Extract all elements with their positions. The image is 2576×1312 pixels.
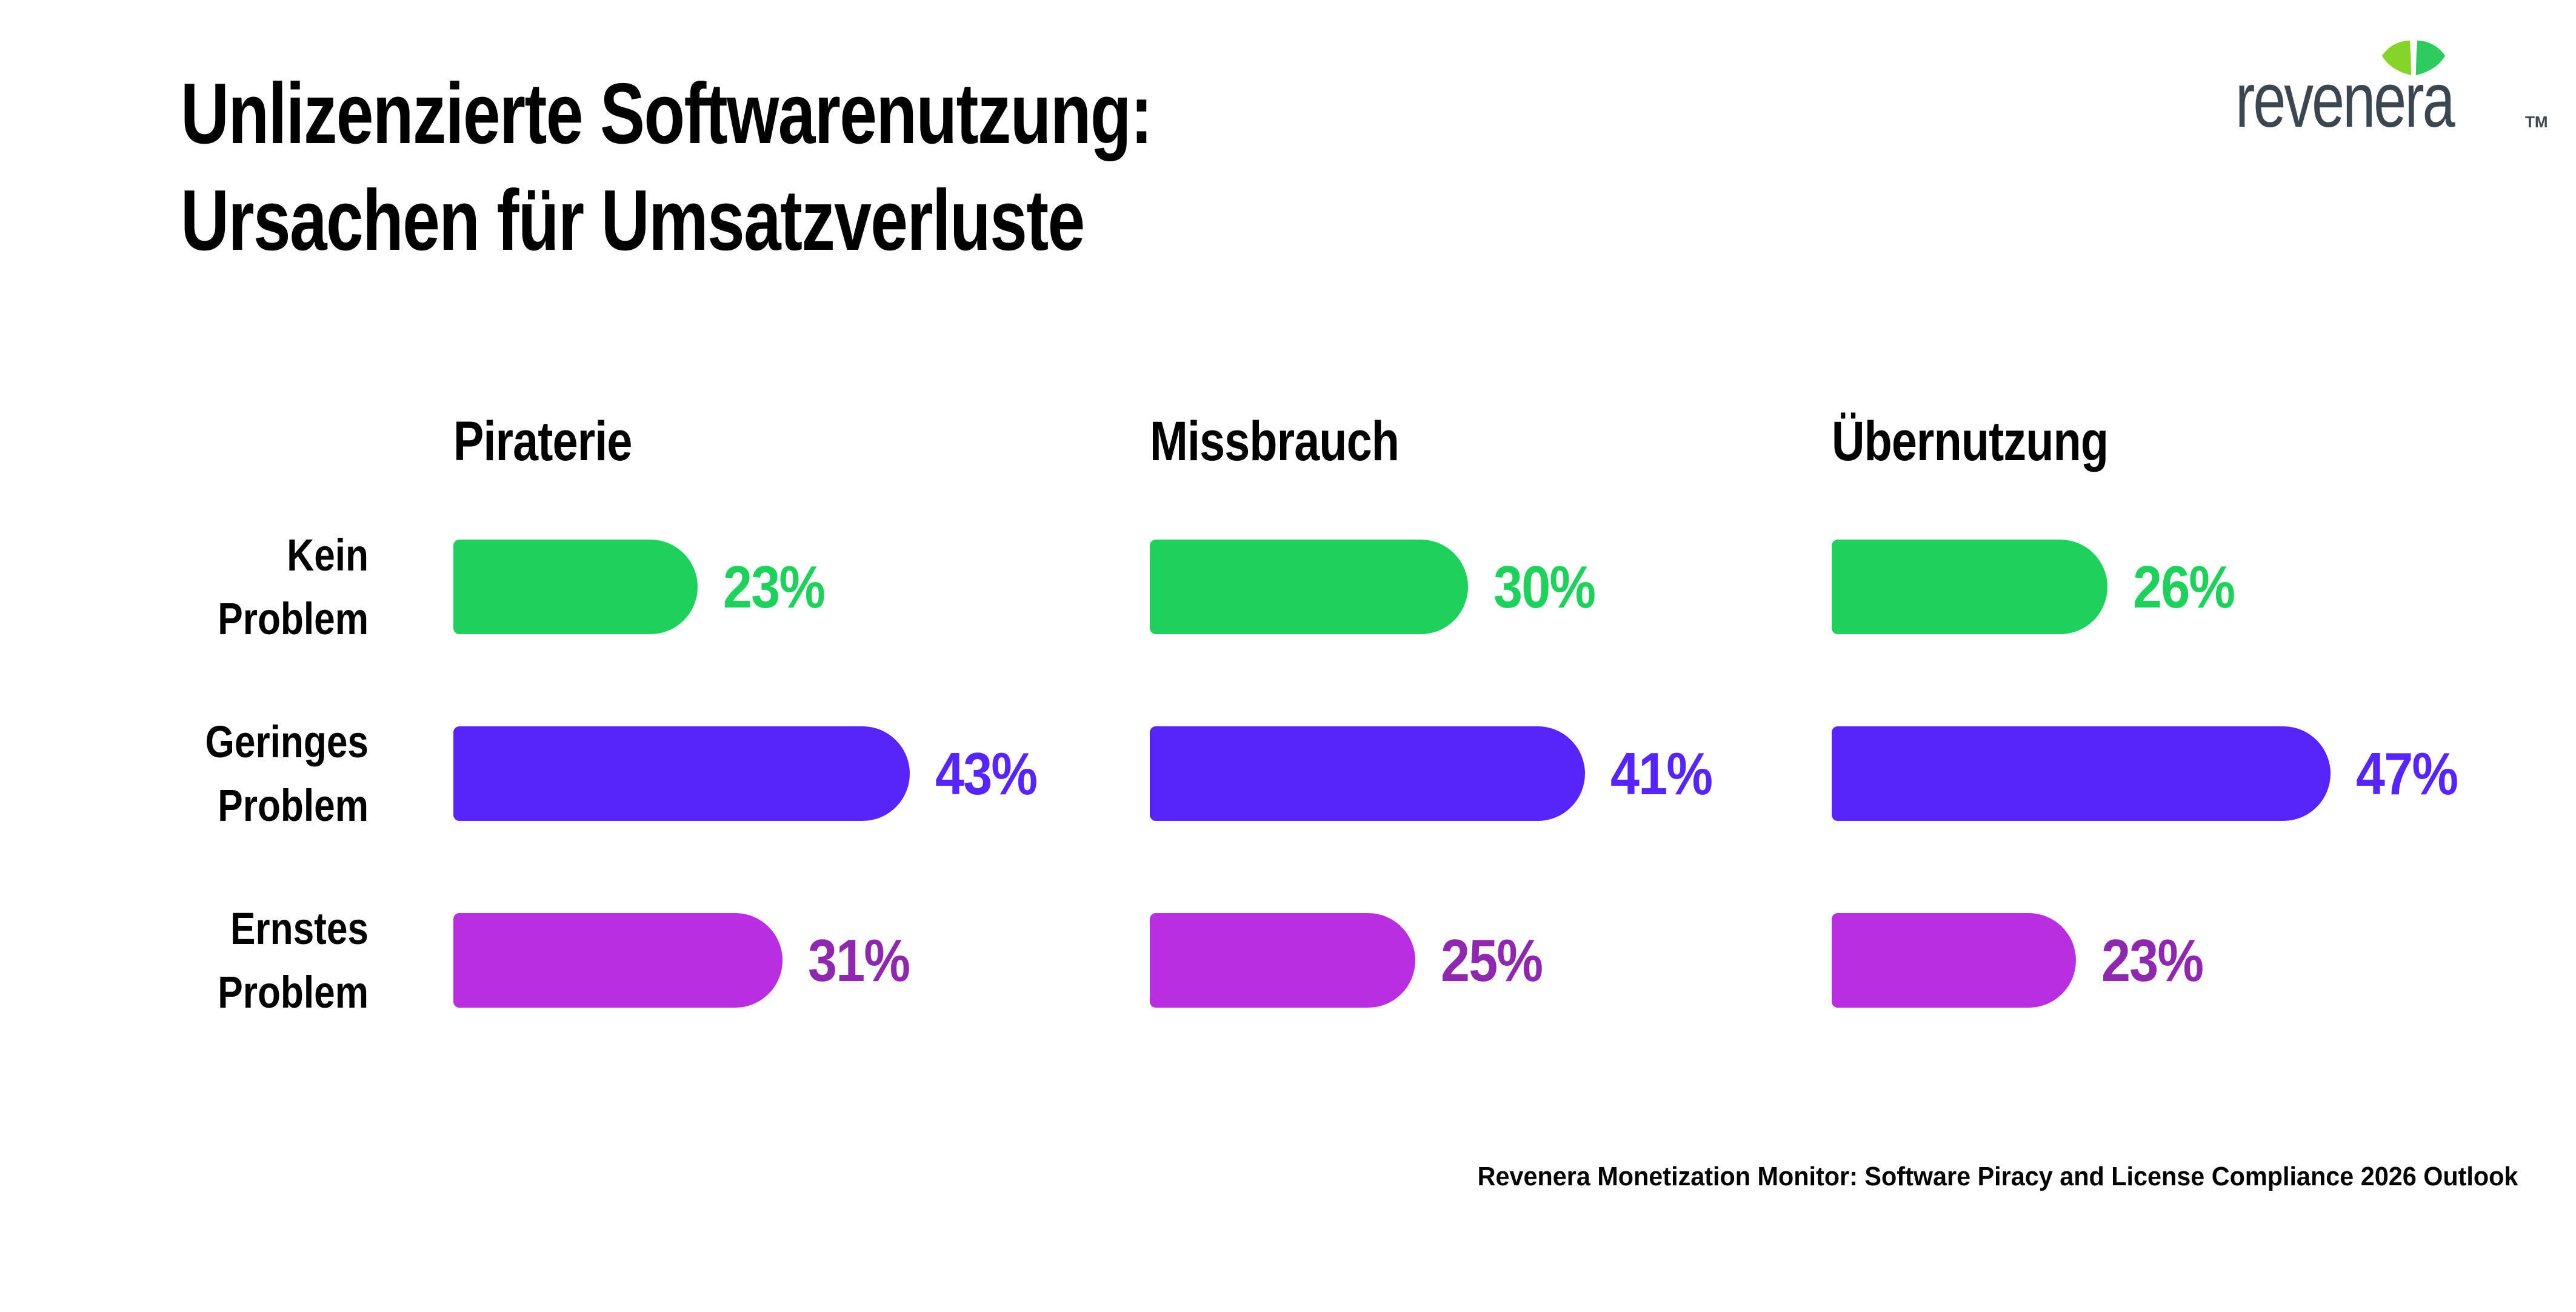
value-label: 23% <box>2101 926 2204 994</box>
row-label: Geringes Problem <box>59 710 369 837</box>
chart-title-line1: Unlizenzierte Softwarenutzung: <box>181 65 1153 162</box>
value-label: 41% <box>1610 740 1713 807</box>
bar <box>453 726 910 821</box>
value-label: 25% <box>1441 926 1543 994</box>
value-label: 47% <box>2356 740 2458 807</box>
row-label-line: Kein <box>287 530 369 580</box>
row-label-line: Problem <box>218 594 369 644</box>
trademark-symbol: TM <box>2525 113 2548 131</box>
bar <box>1150 726 1585 821</box>
value-label: 23% <box>723 553 826 620</box>
bar <box>1832 540 2107 634</box>
source-attribution: Revenera Monetization Monitor: Software … <box>1477 1162 2518 1191</box>
group-header: Piraterie <box>453 410 632 472</box>
value-label: 26% <box>2133 553 2235 620</box>
row-label: Ernstes Problem <box>59 897 369 1024</box>
row-label-line: Problem <box>218 780 369 831</box>
ginkgo-leaf-icon <box>2382 41 2445 75</box>
revenera-logo-text: revenera <box>2235 57 2455 144</box>
group-header: Missbrauch <box>1150 410 1400 472</box>
bar <box>453 540 698 634</box>
chart-title-line2: Ursachen für Umsatzverluste <box>181 172 1085 269</box>
chart-title: Unlizenzierte Softwarenutzung: Ursachen … <box>181 61 1153 274</box>
row-label-line: Problem <box>218 967 369 1017</box>
value-label: 30% <box>1493 553 1596 620</box>
row-label-line: Geringes <box>205 717 369 767</box>
bar <box>1832 913 2076 1008</box>
value-label: 43% <box>935 740 1038 807</box>
row-label-line: Ernstes <box>230 903 369 954</box>
bar <box>1150 540 1468 634</box>
value-label: 31% <box>808 926 910 994</box>
revenera-logo: revenera TM <box>2235 41 2575 144</box>
group-header: Übernutzung <box>1832 410 2109 472</box>
row-label: Kein Problem <box>59 523 369 651</box>
bar <box>1150 913 1415 1008</box>
bar <box>453 913 782 1008</box>
bar <box>1832 726 2331 821</box>
